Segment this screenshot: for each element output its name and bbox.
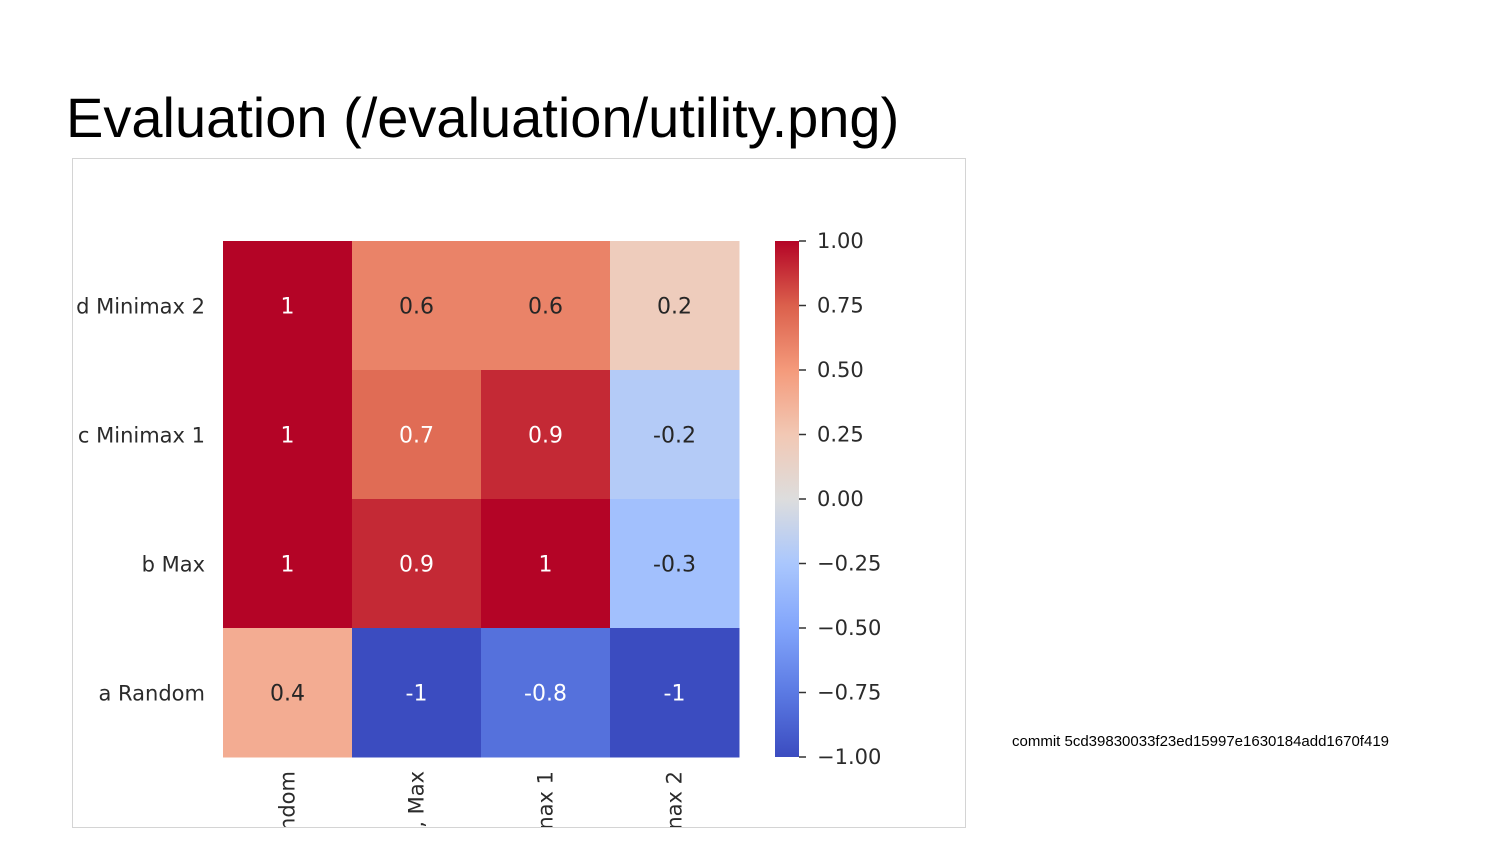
row-tick-label: b Max	[142, 553, 205, 577]
column-tick-label: nax 2	[663, 771, 687, 828]
column-tick-label: , Max	[405, 771, 429, 828]
heatmap-cell-value: 1	[281, 295, 295, 320]
heatmap-cell	[610, 241, 740, 371]
figure-frame: 1 0.6 0.6 0.2 1 0.7 0.9 -0.2 1 0.9 1 -0.3 0.4 -1 -0.8 -…	[72, 158, 966, 828]
colorbar-tick-label: 1.00	[817, 229, 864, 253]
commit-hash-text: commit 5cd39830033f23ed15997e1630184add1…	[1012, 733, 1389, 750]
heatmap-cell	[481, 241, 611, 371]
heatmap-cell	[481, 370, 611, 500]
heatmap-cell-value: 1	[281, 424, 295, 449]
heatmap-cell-value: -0.8	[524, 682, 567, 707]
slide-title: Evaluation (/evaluation/utility.png)	[66, 86, 900, 149]
colorbar-tick-label: 0.50	[817, 358, 864, 382]
heatmap-cells	[223, 241, 740, 758]
column-tick-label: nax 1	[534, 771, 558, 828]
heatmap-cell-value: 0.9	[528, 424, 563, 449]
heatmap-cell	[352, 370, 482, 500]
colorbar-tick-label: −0.75	[817, 681, 881, 705]
heatmap-cell-value: 0.7	[399, 424, 434, 449]
heatmap-cell-value: 0.6	[528, 295, 563, 320]
heatmap-cell-value: 1	[539, 553, 553, 578]
colorbar-tick-label: 0.25	[817, 423, 864, 447]
colorbar-tick-label: 0.75	[817, 294, 864, 318]
colorbar-tick-label: −0.25	[817, 552, 881, 576]
heatmap-cell	[352, 628, 482, 758]
row-tick-label: c Minimax 1	[78, 424, 205, 448]
heatmap-cell	[481, 499, 611, 629]
heatmap-cell-value: -1	[664, 682, 686, 707]
row-tick-labels: d Minimax 2 c Minimax 1 b Max a Random	[76, 295, 205, 706]
heatmap-cell-value: 1	[281, 553, 295, 578]
column-tick-label: ndom	[276, 771, 300, 828]
heatmap-cell-labels: 1 0.6 0.6 0.2 1 0.7 0.9 -0.2 1 0.9 1 -0.3 0.4 -1 -0.8 -…	[270, 295, 696, 707]
heatmap-cell	[223, 370, 353, 500]
colorbar: 1.00 0.75 0.50 0.25 0.00 −0.25 −0.50 −0.75 −1.00	[775, 229, 881, 769]
heatmap-cell-value: -0.3	[653, 553, 696, 578]
heatmap-cell-value: -1	[406, 682, 428, 707]
heatmap-cell-value: 0.9	[399, 553, 434, 578]
heatmap-cell-value: 0.4	[270, 682, 305, 707]
heatmap-cell	[223, 241, 353, 371]
heatmap-cell	[223, 628, 353, 758]
heatmap-cell-value: -0.2	[653, 424, 696, 449]
heatmap-cell-value: 0.6	[399, 295, 434, 320]
colorbar-gradient	[775, 241, 799, 757]
colorbar-tick-label: −1.00	[817, 745, 881, 769]
heatmap-cell	[610, 499, 740, 629]
row-tick-label: d Minimax 2	[76, 295, 205, 319]
heatmap-cell	[352, 499, 482, 629]
column-tick-labels: ndom , Max nax 1 nax 2	[276, 771, 687, 828]
heatmap-chart: 1 0.6 0.6 0.2 1 0.7 0.9 -0.2 1 0.9 1 -0.3 0.4 -1 -0.8 -…	[76, 229, 881, 828]
heatmap-cell-value: 0.2	[657, 295, 692, 320]
heatmap-cell	[610, 370, 740, 500]
heatmap-cell	[352, 241, 482, 371]
colorbar-tick-label: 0.00	[817, 487, 864, 511]
colorbar-tick-label: −0.50	[817, 616, 881, 640]
heatmap-cell	[610, 628, 740, 758]
row-tick-label: a Random	[99, 682, 206, 706]
heatmap-cell	[223, 499, 353, 629]
heatmap-cell	[481, 628, 611, 758]
